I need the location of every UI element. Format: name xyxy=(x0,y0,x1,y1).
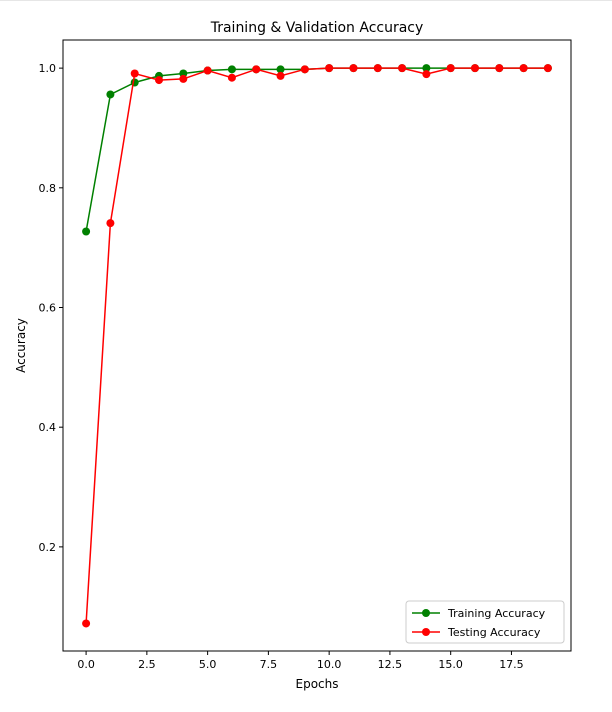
y-axis: 0.2 0.4 0.6 0.8 1.0 xyxy=(39,62,63,554)
testing-accuracy-point xyxy=(252,65,261,74)
x-tick-label: 10.0 xyxy=(317,658,342,671)
legend-swatch-marker xyxy=(422,609,430,617)
legend-box xyxy=(405,600,565,644)
testing-accuracy-line xyxy=(85,67,548,624)
testing-accuracy-point xyxy=(276,71,285,80)
testing-accuracy-point xyxy=(130,69,139,78)
testing-accuracy-point xyxy=(325,64,334,73)
testing-accuracy-point xyxy=(446,64,455,73)
y-tick-label: 0.8 xyxy=(39,182,57,195)
x-tick-label: 12.5 xyxy=(378,658,403,671)
plot-area xyxy=(82,64,552,628)
training-accuracy-point xyxy=(227,65,236,74)
training-accuracy-point xyxy=(106,90,115,99)
legend-swatch-marker xyxy=(422,628,430,636)
y-tick-label: 1.0 xyxy=(39,62,57,75)
testing-accuracy-point xyxy=(106,219,115,228)
testing-accuracy-point xyxy=(155,76,164,85)
x-tick-label: 17.5 xyxy=(499,658,524,671)
testing-accuracy-point xyxy=(227,73,236,82)
x-tick-label: 5.0 xyxy=(199,658,217,671)
training-accuracy-point xyxy=(276,65,285,74)
testing-accuracy-point xyxy=(300,65,309,74)
y-axis-label: Accuracy xyxy=(14,318,28,373)
plot-frame xyxy=(62,39,572,652)
testing-accuracy-point xyxy=(543,64,552,73)
testing-accuracy-point xyxy=(519,64,528,73)
legend: Training Accuracy Testing Accuracy xyxy=(405,600,565,644)
training-accuracy-line xyxy=(85,67,548,232)
testing-accuracy-point xyxy=(373,64,382,73)
testing-accuracy-point xyxy=(398,64,407,73)
y-tick-label: 0.2 xyxy=(39,541,57,554)
testing-accuracy-point xyxy=(422,70,431,79)
x-axis-label: Epochs xyxy=(296,677,339,691)
testing-accuracy-point xyxy=(495,64,504,73)
testing-accuracy-point xyxy=(349,64,358,73)
training-accuracy-point xyxy=(130,78,139,87)
training-accuracy-point xyxy=(422,64,431,73)
top-rule xyxy=(0,0,612,1)
x-axis: 0.0 2.5 5.0 7.5 10.0 12.5 15.0 17.5 xyxy=(77,651,524,671)
x-tick-label: 0.0 xyxy=(77,658,95,671)
x-tick-label: 15.0 xyxy=(438,658,463,671)
x-tick-label: 7.5 xyxy=(260,658,278,671)
y-tick-label: 0.4 xyxy=(39,421,57,434)
legend-entry-label: Training Accuracy xyxy=(447,607,546,620)
testing-accuracy-point xyxy=(470,64,479,73)
chart-title: Training & Validation Accuracy xyxy=(210,20,424,36)
legend-entry-label: Testing Accuracy xyxy=(447,626,541,639)
testing-accuracy-point xyxy=(203,66,212,75)
testing-accuracy-point xyxy=(179,74,188,83)
y-tick-label: 0.6 xyxy=(39,301,57,314)
training-accuracy-point xyxy=(82,227,91,236)
x-tick-label: 2.5 xyxy=(138,658,156,671)
testing-accuracy-point xyxy=(82,619,91,628)
